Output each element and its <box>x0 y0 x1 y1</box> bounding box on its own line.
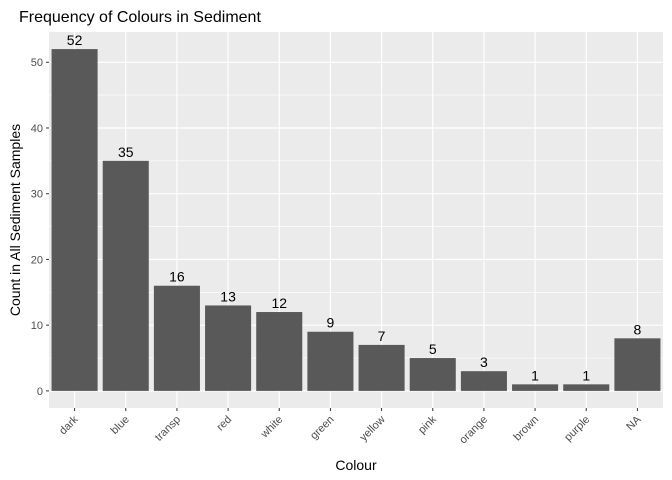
bar-purple <box>563 384 610 391</box>
data-label-yellow: 7 <box>378 328 386 344</box>
x-tick-label: green <box>308 414 336 442</box>
x-axis-ticks: dark blue transp red white green yellow pink ora… <box>57 408 644 446</box>
x-tick-label: red <box>214 414 234 434</box>
data-label-brown: 1 <box>531 367 539 383</box>
x-tick-label: pink <box>416 413 439 436</box>
bar-brown <box>512 384 559 391</box>
data-labels: 52 35 16 13 12 9 7 5 3 1 1 8 <box>67 32 642 383</box>
bar-green <box>307 331 354 391</box>
x-tick-label: brown <box>512 414 542 444</box>
y-tick-label: 40 <box>31 123 43 135</box>
y-tick-label: 20 <box>31 254 43 266</box>
bar-NA <box>614 338 661 391</box>
bars <box>51 49 661 391</box>
y-axis-ticks: 0 10 20 30 40 50 <box>31 57 49 398</box>
bar-transp <box>153 285 200 391</box>
data-label-blue: 35 <box>118 144 134 160</box>
x-tick-label: orange <box>457 414 490 447</box>
y-axis-title: Count in All Sediment Samples <box>7 124 23 316</box>
x-tick-label: transp <box>153 414 183 444</box>
x-tick-label: purple <box>562 414 592 444</box>
data-label-dark: 52 <box>67 32 83 48</box>
chart-title: Frequency of Colours in Sediment <box>19 9 261 26</box>
x-tick-label: blue <box>109 414 132 437</box>
x-tick-label: NA <box>624 413 644 433</box>
x-tick-label: dark <box>57 413 81 437</box>
plot-panel <box>49 32 663 408</box>
bar-orange <box>460 371 507 391</box>
data-label-white: 12 <box>271 295 287 311</box>
data-label-orange: 3 <box>480 354 488 370</box>
data-label-NA: 8 <box>634 321 642 337</box>
x-axis-title: Colour <box>335 457 377 473</box>
bar-yellow <box>358 344 405 391</box>
y-tick-label: 10 <box>31 320 43 332</box>
y-tick-label: 30 <box>31 189 43 201</box>
x-tick-label: yellow <box>358 414 388 444</box>
bar-white <box>256 312 303 391</box>
data-label-transp: 16 <box>169 269 185 285</box>
data-label-pink: 5 <box>429 341 437 357</box>
grid-major <box>49 32 663 408</box>
bar-dark <box>51 49 98 391</box>
data-label-purple: 1 <box>582 367 590 383</box>
bar-blue <box>102 160 149 391</box>
data-label-red: 13 <box>220 288 236 304</box>
y-tick-label: 0 <box>37 386 43 398</box>
x-tick-label: white <box>258 414 285 441</box>
y-tick-label: 50 <box>31 57 43 69</box>
data-label-green: 9 <box>327 315 335 331</box>
bar-pink <box>409 358 456 391</box>
grid-minor <box>49 94 663 359</box>
bar-red <box>205 305 252 391</box>
